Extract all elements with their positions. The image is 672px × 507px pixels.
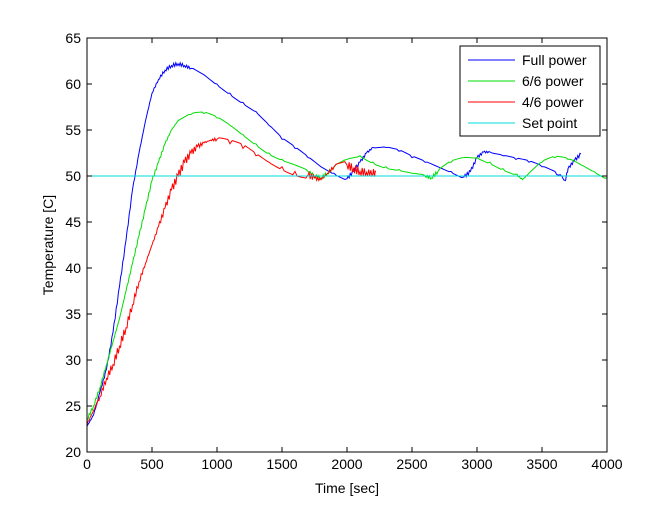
legend-label: Full power <box>522 52 587 68</box>
y-tick-label: 20 <box>65 444 81 460</box>
x-tick-label: 3000 <box>461 456 492 472</box>
x-tick-label: 4000 <box>591 456 622 472</box>
series-line-full-power <box>86 61 582 427</box>
x-tick-label: 1500 <box>266 456 297 472</box>
y-tick-label: 55 <box>65 122 81 138</box>
legend-label: 6/6 power <box>522 73 584 89</box>
x-tick-label: 500 <box>140 456 164 472</box>
legend-label: 4/6 power <box>522 94 584 110</box>
y-tick-label: 65 <box>65 30 81 46</box>
x-tick-label: 0 <box>83 456 91 472</box>
x-tick-label: 2500 <box>396 456 427 472</box>
x-tick-label: 3500 <box>526 456 557 472</box>
x-axis-label: Time [sec] <box>315 480 379 496</box>
y-tick-label: 25 <box>65 398 81 414</box>
y-tick-label: 45 <box>65 214 81 230</box>
y-tick-label: 50 <box>65 168 81 184</box>
x-tick-label: 2000 <box>331 456 362 472</box>
legend-box <box>459 45 601 137</box>
legend-label: Set point <box>522 115 577 131</box>
x-tick-label: 1000 <box>201 456 232 472</box>
legend: Full power 6/6 power 4/6 power Set point <box>459 45 601 137</box>
y-tick-label: 40 <box>65 260 81 276</box>
y-tick-label: 60 <box>65 76 81 92</box>
series-line-4-6-power <box>86 136 377 425</box>
series-layer <box>86 61 608 427</box>
y-tick-label: 35 <box>65 306 81 322</box>
ticks-layer: 0 500 1000 1500 2000 2500 3000 3500 4000 20 25 30 35… <box>65 30 622 472</box>
y-tick-label: 30 <box>65 352 81 368</box>
y-axis-label: Temperature [C] <box>40 195 56 295</box>
